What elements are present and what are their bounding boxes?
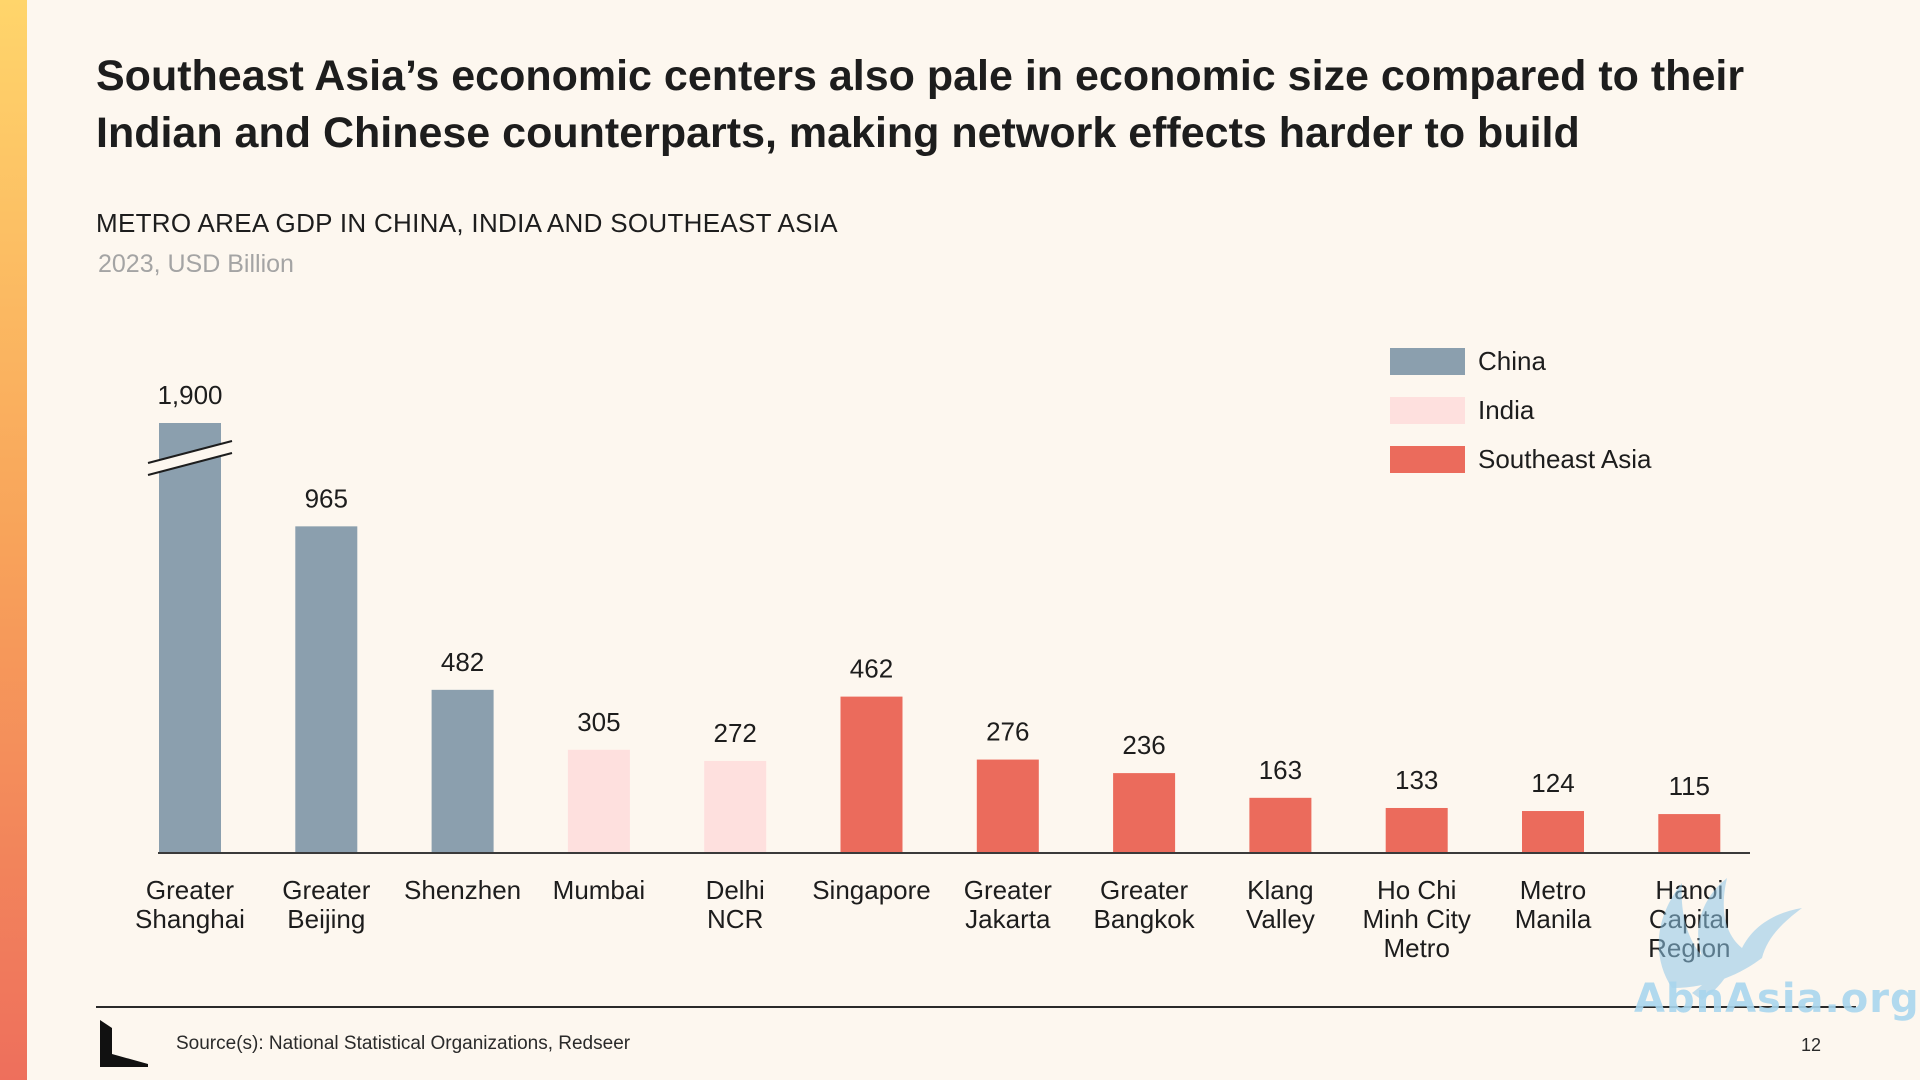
value-label-6: 276	[986, 717, 1029, 747]
category-label-6: Greater Jakarta	[964, 875, 1052, 934]
source-note: Source(s): National Statistical Organiza…	[176, 1033, 631, 1054]
slide-title: Southeast Asia’s economic centers also p…	[96, 52, 1745, 157]
phoenix-watermark-icon	[1658, 878, 1802, 1000]
value-label-1: 965	[305, 483, 348, 513]
category-label-line: Ho Chi	[1377, 875, 1456, 905]
category-label-1: Greater Beijing	[282, 875, 370, 934]
category-label-line: NCR	[707, 904, 763, 934]
category-label-line: Mumbai	[553, 875, 645, 905]
watermark-text: AbnAsia.org	[1634, 976, 1920, 1022]
bar-6	[976, 759, 1039, 853]
category-label-10: Metro Manila	[1515, 875, 1592, 934]
legend-swatch-india	[1390, 396, 1465, 424]
category-label-8: Klang Valley	[1246, 875, 1315, 934]
bar-9	[1385, 807, 1448, 853]
category-label-line: Greater	[282, 875, 370, 905]
category-label-line: Manila	[1515, 904, 1592, 934]
category-label-line: Greater	[146, 875, 234, 905]
bar-2	[431, 689, 494, 853]
value-label-9: 133	[1395, 765, 1438, 795]
footer-divider	[96, 1006, 1856, 1008]
category-label-line: Jakarta	[965, 904, 1051, 934]
bar-11	[1658, 814, 1721, 853]
category-label-line: Greater	[1100, 875, 1188, 905]
accent-stripe	[0, 0, 27, 1080]
category-label-line: Bangkok	[1094, 904, 1196, 934]
legend-label-china: China	[1478, 345, 1546, 376]
category-label-7: Greater Bangkok	[1094, 875, 1196, 934]
value-label-8: 163	[1259, 755, 1302, 785]
legend-item-india: India	[1390, 395, 1651, 425]
value-label-7: 236	[1122, 730, 1165, 760]
category-label-line: Singapore	[812, 875, 931, 905]
category-label-3: Mumbai	[553, 875, 645, 905]
category-label-0: Greater Shanghai	[135, 875, 245, 934]
category-label-5: Singapore	[812, 875, 931, 905]
category-label-line: Metro	[1520, 875, 1586, 905]
legend-swatch-southeast-asia	[1390, 445, 1465, 473]
legend-label-southeast-asia: Southeast Asia	[1478, 443, 1652, 474]
value-label-0: 1,900	[157, 380, 222, 410]
category-label-line: Shenzhen	[404, 875, 521, 905]
category-label-line: Delhi	[706, 875, 765, 905]
legend-swatch-china	[1390, 347, 1465, 375]
value-label-11: 115	[1669, 771, 1710, 801]
axis-break-gap	[148, 441, 232, 475]
bar-10	[1522, 811, 1584, 853]
category-label-2: Shenzhen	[404, 875, 521, 905]
legend-label-india: India	[1478, 394, 1535, 425]
bar-1	[295, 526, 358, 853]
category-label-line: Shanghai	[135, 904, 245, 934]
company-logo-icon	[100, 1020, 148, 1067]
category-label-line: Greater	[964, 875, 1052, 905]
category-label-line: Metro	[1383, 933, 1449, 963]
category-label-line: Klang	[1247, 875, 1314, 905]
bar-5	[840, 696, 903, 853]
category-label-line: Minh City	[1363, 904, 1471, 934]
legend-item-china: China	[1390, 346, 1651, 376]
category-label-line: Beijing	[287, 904, 365, 934]
bar-3	[567, 749, 630, 853]
legend-item-southeast-asia: Southeast Asia	[1390, 444, 1651, 474]
value-label-3: 305	[577, 707, 620, 737]
category-label-4: Delhi NCR	[706, 875, 765, 934]
value-label-2: 482	[441, 647, 484, 677]
bar-4	[704, 760, 767, 853]
category-label-9: Ho Chi Minh City Metro	[1363, 875, 1471, 963]
axis-break-line-bottom	[147, 452, 233, 476]
bar-7	[1113, 773, 1176, 853]
chart-legend: China India Southeast Asia	[1390, 346, 1651, 493]
bar-0	[159, 423, 221, 853]
page-number: 12	[1801, 1035, 1822, 1055]
chart-subtitle: 2023, USD Billion	[98, 250, 294, 278]
value-label-5: 462	[850, 654, 893, 684]
value-label-10: 124	[1531, 768, 1574, 798]
chart-title: METRO AREA GDP IN CHINA, INDIA AND SOUTH…	[96, 208, 838, 238]
axis-break-line-top	[147, 440, 233, 464]
category-label-line: Valley	[1246, 904, 1315, 934]
bar-8	[1249, 797, 1312, 853]
value-label-4: 272	[714, 718, 757, 748]
